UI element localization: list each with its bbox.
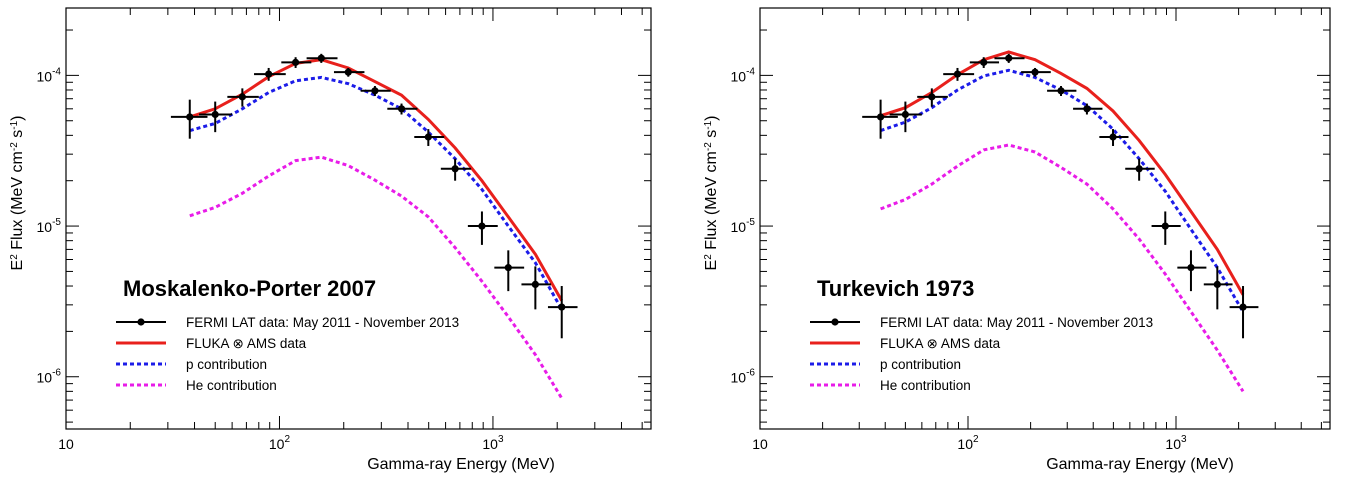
legend-marker-fermi xyxy=(831,318,839,326)
panel-title: Turkevich 1973 xyxy=(817,276,974,301)
data-point xyxy=(1083,105,1091,113)
data-point xyxy=(1135,165,1143,173)
data-point xyxy=(1031,68,1039,76)
legend-label: FERMI LAT data: May 2011 - November 2013 xyxy=(186,315,459,330)
data-point xyxy=(558,303,566,311)
data-point xyxy=(1109,133,1117,141)
data-point xyxy=(504,264,512,272)
series-line-1 xyxy=(880,50,1245,296)
data-point xyxy=(478,222,486,230)
data-point xyxy=(1187,264,1195,272)
data-point xyxy=(397,105,406,113)
data-point xyxy=(953,70,962,78)
data-point xyxy=(1005,54,1013,62)
data-point xyxy=(211,110,219,119)
legend-label: FLUKA ⊗ AMS data xyxy=(880,336,1001,351)
data-point xyxy=(928,93,936,101)
data-point xyxy=(317,54,325,62)
series-line-2 xyxy=(189,75,564,311)
x-tick-label: 102 xyxy=(957,434,979,452)
data-point xyxy=(451,165,459,173)
data-point xyxy=(1213,280,1221,289)
x-axis-title: Gamma-ray Energy (MeV) xyxy=(1046,456,1234,473)
x-tick-label: 10 xyxy=(58,436,74,452)
series-line-1 xyxy=(189,58,564,302)
data-point xyxy=(980,58,988,66)
data-point xyxy=(1239,303,1247,311)
y-axis-title: E2 Flux (MeV cm-2 s-1) xyxy=(9,116,27,271)
y-tick-label: 10-5 xyxy=(37,217,62,235)
data-point xyxy=(876,113,885,121)
chart-panel-2: 10 102 103 10-6 10-5 10-4 Gamma-ray Energy (Me… xyxy=(703,7,1331,473)
panel-title: Moskalenko-Porter 2007 xyxy=(123,276,376,301)
data-point xyxy=(344,68,352,76)
data-point xyxy=(531,280,539,289)
legend-label: p contribution xyxy=(186,357,267,372)
y-axis-title: E2 Flux (MeV cm-2 s-1) xyxy=(703,116,721,271)
chart-panel-1: 10 102 103 10-6 10-5 10-4 Gamma-ray Energy (Me… xyxy=(9,7,652,473)
y-tick-label: 10-4 xyxy=(731,66,756,84)
plot-frame xyxy=(759,7,1331,430)
data-point xyxy=(371,87,379,95)
x-tick-label: 103 xyxy=(482,434,504,452)
x-tick-label: 103 xyxy=(1165,434,1187,452)
legend-marker-fermi xyxy=(137,318,145,326)
data-point xyxy=(1057,87,1065,95)
legend-label: FLUKA ⊗ AMS data xyxy=(186,336,307,351)
data-point xyxy=(901,110,909,119)
x-axis-title: Gamma-ray Energy (MeV) xyxy=(367,456,555,473)
y-tick-label: 10-4 xyxy=(37,66,62,84)
legend-label: He contribution xyxy=(186,378,277,393)
legend-label: FERMI LAT data: May 2011 - November 2013 xyxy=(880,315,1153,330)
y-tick-label: 10-6 xyxy=(731,368,756,386)
x-tick-label: 10 xyxy=(752,436,768,452)
plot-frame xyxy=(65,7,652,430)
y-tick-label: 10-5 xyxy=(731,217,756,235)
legend-label: p contribution xyxy=(880,357,961,372)
data-point xyxy=(424,133,432,141)
x-tick-label: 102 xyxy=(269,434,291,452)
series-line-3 xyxy=(189,155,563,399)
data-point xyxy=(238,93,246,101)
y-tick-label: 10-6 xyxy=(37,368,62,386)
data-point xyxy=(186,113,194,121)
data-point xyxy=(292,58,300,66)
data-point xyxy=(1161,222,1169,230)
legend-label: He contribution xyxy=(880,378,971,393)
data-point xyxy=(265,70,273,78)
